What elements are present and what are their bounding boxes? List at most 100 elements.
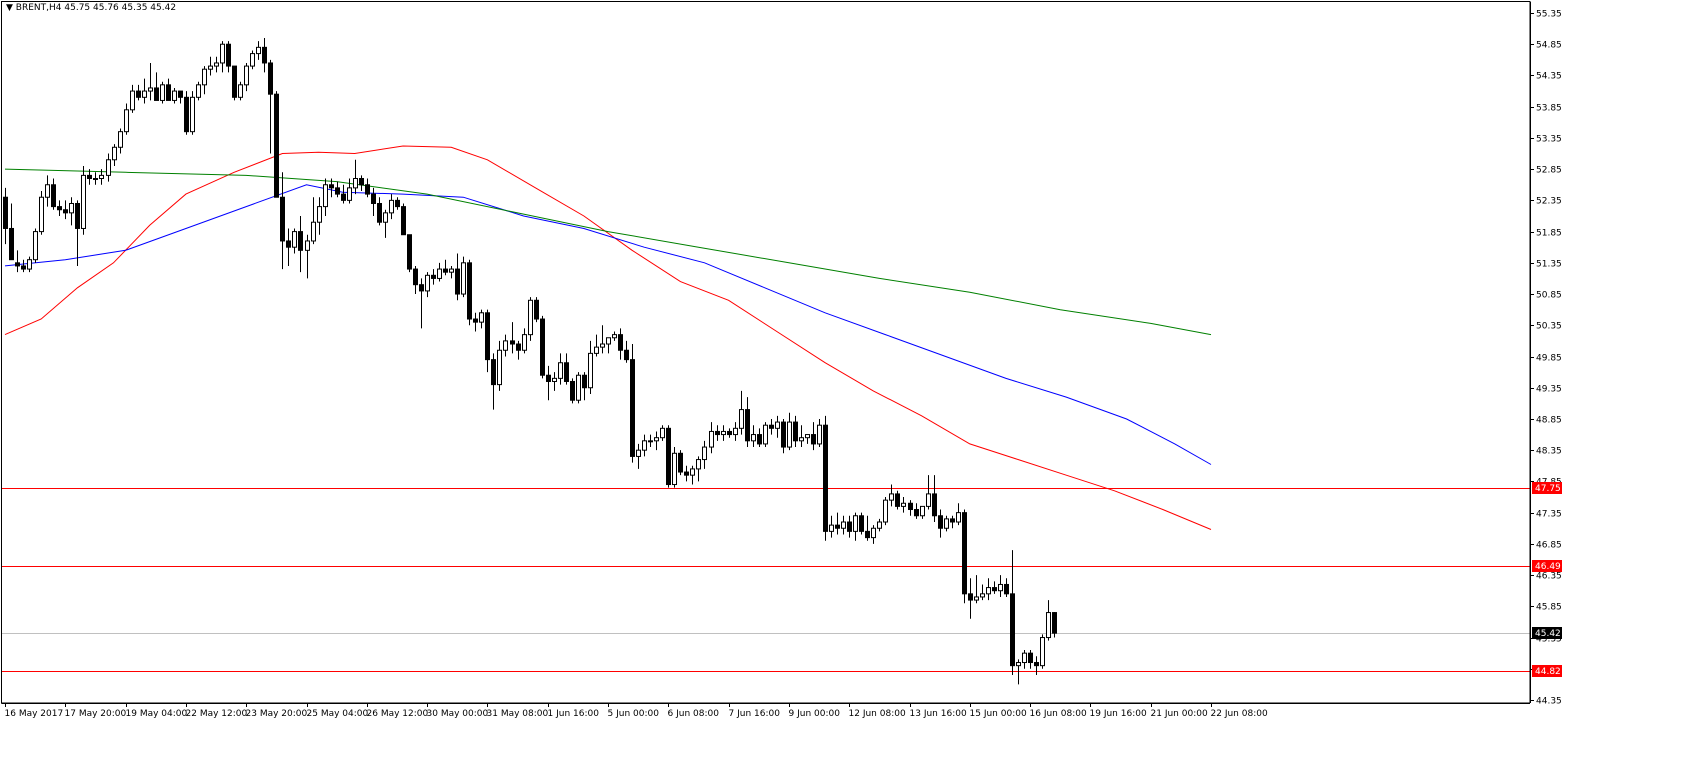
candle[interactable] (696, 456, 701, 482)
candle[interactable] (715, 425, 720, 441)
candle[interactable] (733, 422, 738, 441)
candle[interactable] (9, 203, 14, 261)
candle[interactable] (612, 331, 617, 341)
candle[interactable] (648, 434, 653, 448)
candle[interactable] (389, 194, 394, 220)
candle[interactable] (642, 434, 647, 457)
candle[interactable] (262, 37, 267, 73)
candle[interactable] (823, 415, 828, 541)
candle[interactable] (305, 234, 310, 279)
candle[interactable] (1022, 650, 1027, 669)
candle[interactable] (564, 353, 569, 385)
candle[interactable] (401, 203, 406, 236)
candle[interactable] (895, 490, 900, 510)
candle[interactable] (87, 169, 92, 185)
candle[interactable] (118, 128, 123, 154)
candle[interactable] (461, 256, 466, 298)
candle[interactable] (1046, 600, 1051, 641)
candle[interactable] (847, 515, 852, 538)
candle[interactable] (787, 412, 792, 451)
candle[interactable] (250, 50, 255, 70)
candle[interactable] (431, 269, 436, 285)
candle[interactable] (775, 415, 780, 438)
candle[interactable] (986, 578, 991, 601)
candle[interactable] (799, 425, 804, 448)
candles[interactable] (3, 37, 1057, 685)
candle[interactable] (1010, 550, 1015, 676)
candle[interactable] (280, 172, 285, 270)
candle[interactable] (124, 103, 129, 135)
candle[interactable] (69, 197, 74, 226)
candle[interactable] (889, 484, 894, 507)
candle[interactable] (702, 440, 707, 469)
candle[interactable] (33, 228, 38, 263)
candle[interactable] (883, 497, 888, 526)
candle[interactable] (347, 178, 352, 204)
candle[interactable] (594, 334, 599, 357)
candle[interactable] (901, 497, 906, 513)
candle[interactable] (226, 41, 231, 73)
candle[interactable] (811, 422, 816, 451)
candle[interactable] (727, 428, 732, 438)
candle[interactable] (805, 434, 810, 444)
candle[interactable] (980, 584, 985, 601)
candle[interactable] (974, 575, 979, 604)
candle[interactable] (666, 425, 671, 488)
candle[interactable] (99, 169, 104, 185)
candle[interactable] (244, 62, 249, 92)
candle[interactable] (329, 178, 334, 198)
candle[interactable] (618, 328, 623, 360)
candle[interactable] (817, 418, 822, 448)
candle[interactable] (684, 465, 689, 482)
candle[interactable] (956, 503, 961, 526)
candle[interactable] (926, 475, 931, 510)
candle[interactable] (781, 418, 786, 454)
candle[interactable] (582, 372, 587, 401)
candle[interactable] (570, 378, 575, 404)
candle[interactable] (546, 365, 551, 401)
candle[interactable] (491, 353, 496, 410)
candle[interactable] (630, 344, 635, 463)
candle[interactable] (395, 197, 400, 210)
candle[interactable] (540, 315, 545, 379)
candle[interactable] (503, 334, 508, 357)
candle[interactable] (45, 175, 50, 207)
candle[interactable] (81, 166, 86, 235)
candle[interactable] (769, 418, 774, 435)
candle[interactable] (311, 197, 316, 245)
candle[interactable] (944, 515, 949, 532)
candle[interactable] (154, 72, 159, 101)
candle[interactable] (136, 84, 141, 101)
candle[interactable] (51, 178, 56, 210)
candle[interactable] (654, 431, 659, 451)
candle[interactable] (130, 84, 135, 113)
candle[interactable] (377, 197, 382, 226)
candle[interactable] (793, 415, 798, 448)
candle[interactable] (485, 309, 490, 373)
candle[interactable] (920, 505, 925, 519)
candle[interactable] (335, 181, 340, 198)
candle[interactable] (443, 259, 448, 276)
candle[interactable] (497, 340, 502, 391)
candle[interactable] (950, 515, 955, 529)
candle[interactable] (751, 425, 756, 448)
candle[interactable] (877, 518, 882, 532)
candle[interactable] (829, 515, 834, 538)
candle[interactable] (908, 500, 913, 516)
candle[interactable] (449, 265, 454, 279)
candle[interactable] (528, 297, 533, 341)
candle[interactable] (178, 90, 183, 104)
candle[interactable] (853, 512, 858, 541)
candle[interactable] (353, 159, 358, 195)
candle[interactable] (298, 215, 303, 273)
candle[interactable] (365, 178, 370, 198)
candle[interactable] (871, 525, 876, 544)
candle[interactable] (39, 190, 44, 235)
candle[interactable] (407, 234, 412, 273)
candle[interactable] (1028, 650, 1033, 669)
candle[interactable] (172, 87, 177, 104)
collapse-arrow-icon[interactable]: ▼ (6, 3, 13, 13)
candle[interactable] (425, 272, 430, 298)
candle[interactable] (383, 209, 388, 238)
candle[interactable] (437, 262, 442, 282)
